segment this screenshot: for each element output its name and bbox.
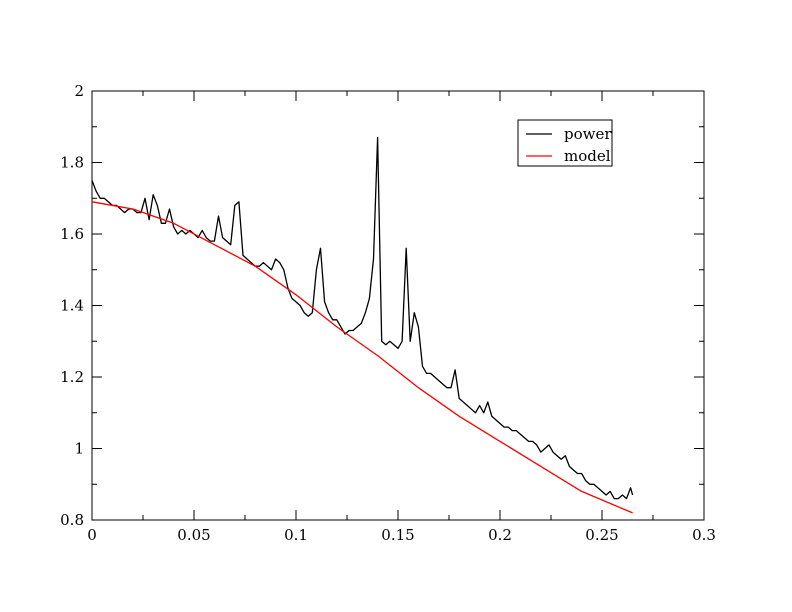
x-tick-label: 0.05 [177, 526, 210, 544]
legend-label-power: power [564, 125, 612, 143]
y-tick-label: 1.8 [60, 154, 84, 172]
series-layer [91, 136, 634, 514]
series-line-model [91, 201, 633, 514]
series-line-power [91, 136, 634, 500]
x-tick-label: 0 [87, 526, 97, 544]
x-tick-label: 0.2 [488, 526, 512, 544]
axes: 0 0.05 0.1 0.15 0.2 0.25 0.3 0.8 1 1.2 1.4 1.6 1.8 2 [60, 82, 716, 544]
x-tick-label: 0.25 [585, 526, 618, 544]
y-tick-label: 1.4 [60, 297, 84, 315]
y-tick-label: 0.8 [60, 511, 84, 529]
legend: power model [517, 119, 613, 167]
y-tick-label: 2 [74, 82, 84, 100]
y-tick-label: 1.6 [60, 225, 84, 243]
y-tick-label: 1.2 [60, 368, 84, 386]
y-tick-label: 1 [74, 440, 84, 458]
x-tick-label: 0.3 [692, 526, 716, 544]
legend-box [517, 119, 613, 167]
legend-label-model: model [564, 147, 611, 165]
x-tick-label: 0.1 [284, 526, 308, 544]
x-tick-label: 0.15 [381, 526, 414, 544]
